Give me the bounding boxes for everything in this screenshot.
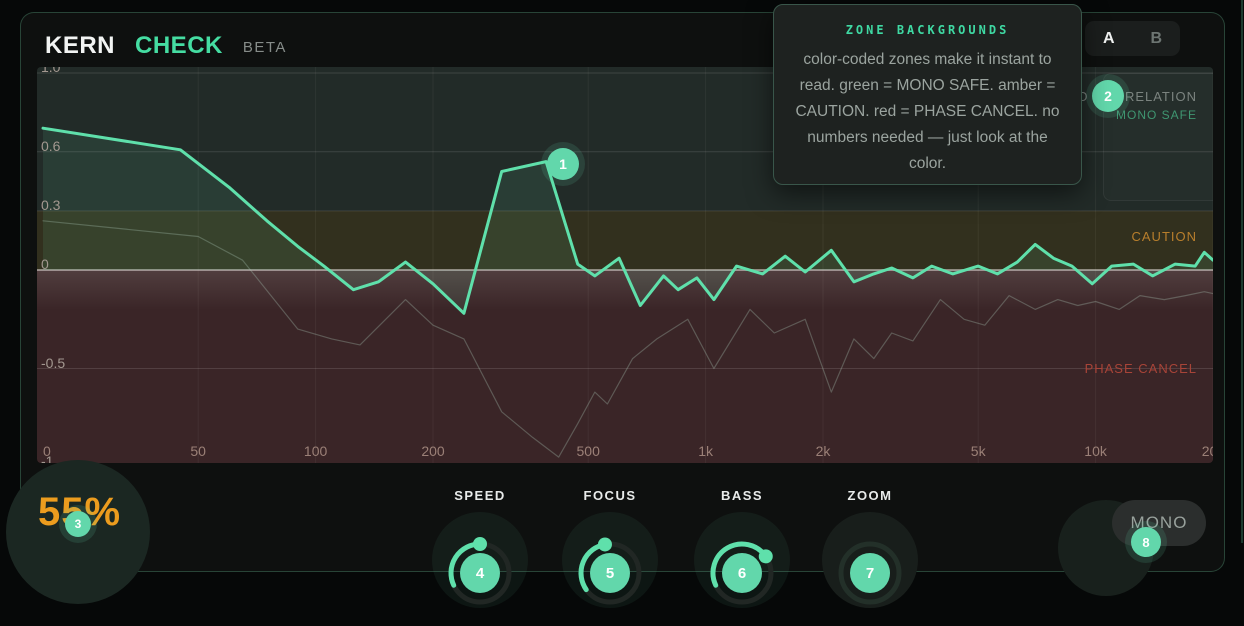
bass-knob-label: BASS — [720, 488, 764, 503]
knob-dial[interactable]: 5 — [550, 511, 670, 621]
y-axis-tick: 0 — [41, 256, 49, 272]
knob-callout-number: 7 — [866, 565, 874, 582]
knob-dial[interactable]: 6 — [682, 511, 802, 621]
tooltip-body: color-coded zones make it instant to rea… — [795, 51, 1060, 172]
correlation-chart-svg — [37, 67, 1213, 463]
x-axis-tick: 100 — [303, 443, 328, 459]
speed-knob-label: SPEED — [454, 488, 506, 503]
speed-knob[interactable]: SPEED 4 — [420, 488, 540, 626]
right-edge-divider — [1241, 0, 1243, 543]
callout-3-readout[interactable]: 3 — [65, 511, 91, 537]
zone-label: CAUTION — [1131, 228, 1197, 244]
y-axis-tick: -1 — [41, 453, 54, 463]
app-window: KERN CHECK BETA MONO CORRELATION MONO SA… — [6, 0, 1243, 608]
ab-option-a[interactable]: A — [1102, 29, 1115, 47]
legend-status: MONO SAFE — [1115, 108, 1197, 122]
knob-dial[interactable]: 7 — [810, 511, 930, 621]
knob-callout-number: 4 — [476, 565, 485, 582]
zoom-knob[interactable]: ZOOM 7 — [810, 488, 930, 626]
zoom-knob-label: ZOOM — [847, 488, 893, 503]
y-axis-tick: 1.0 — [41, 67, 61, 75]
correlation-chart[interactable]: MONO CORRELATION MONO SAFE 0501002005001… — [37, 67, 1213, 463]
zone-label: PHASE CANCEL — [1084, 360, 1197, 376]
x-axis-tick: 1k — [698, 443, 713, 459]
callout-8-mono[interactable]: 8 — [1131, 527, 1161, 557]
y-axis-tick: -0.5 — [41, 354, 66, 371]
ab-option-b[interactable]: B — [1150, 29, 1163, 47]
focus-knob-label: FOCUS — [583, 488, 637, 503]
x-axis-tick: 500 — [576, 443, 600, 459]
x-axis-tick: 20k — [1201, 443, 1213, 459]
knob-callout-number: 6 — [738, 565, 746, 582]
x-axis-tick: 2k — [815, 443, 831, 459]
callout-1-line-peak[interactable]: 1 — [547, 148, 579, 180]
knob-dial[interactable]: 4 — [420, 511, 540, 621]
brand-check: CHECK — [135, 32, 223, 59]
x-axis-tick: 5k — [970, 443, 986, 459]
brand-kern: KERN — [45, 32, 116, 59]
x-axis-tick: 10k — [1084, 443, 1107, 459]
tooltip-title: ZONE BACKGROUNDS — [845, 23, 1010, 37]
knob-callout-number: 5 — [606, 565, 614, 582]
callout-2-legend[interactable]: 2 — [1092, 80, 1124, 112]
x-axis-tick: 200 — [421, 443, 445, 459]
zone-backgrounds-tooltip: ZONE BACKGROUNDS color-coded zones make … — [773, 4, 1082, 185]
ab-compare-toggle: A B — [1085, 21, 1180, 56]
focus-knob[interactable]: FOCUS 5 — [550, 488, 670, 626]
header: KERN CHECK BETA — [45, 29, 287, 63]
legend-panel — [1103, 73, 1213, 201]
x-axis-tick: 0 — [43, 443, 51, 459]
beta-badge: BETA — [242, 39, 287, 56]
y-axis-tick: 0.6 — [41, 137, 61, 154]
x-axis-tick: 50 — [190, 443, 206, 459]
y-axis-tick: 0.3 — [41, 196, 61, 213]
bass-knob[interactable]: BASS 6 — [682, 488, 802, 626]
